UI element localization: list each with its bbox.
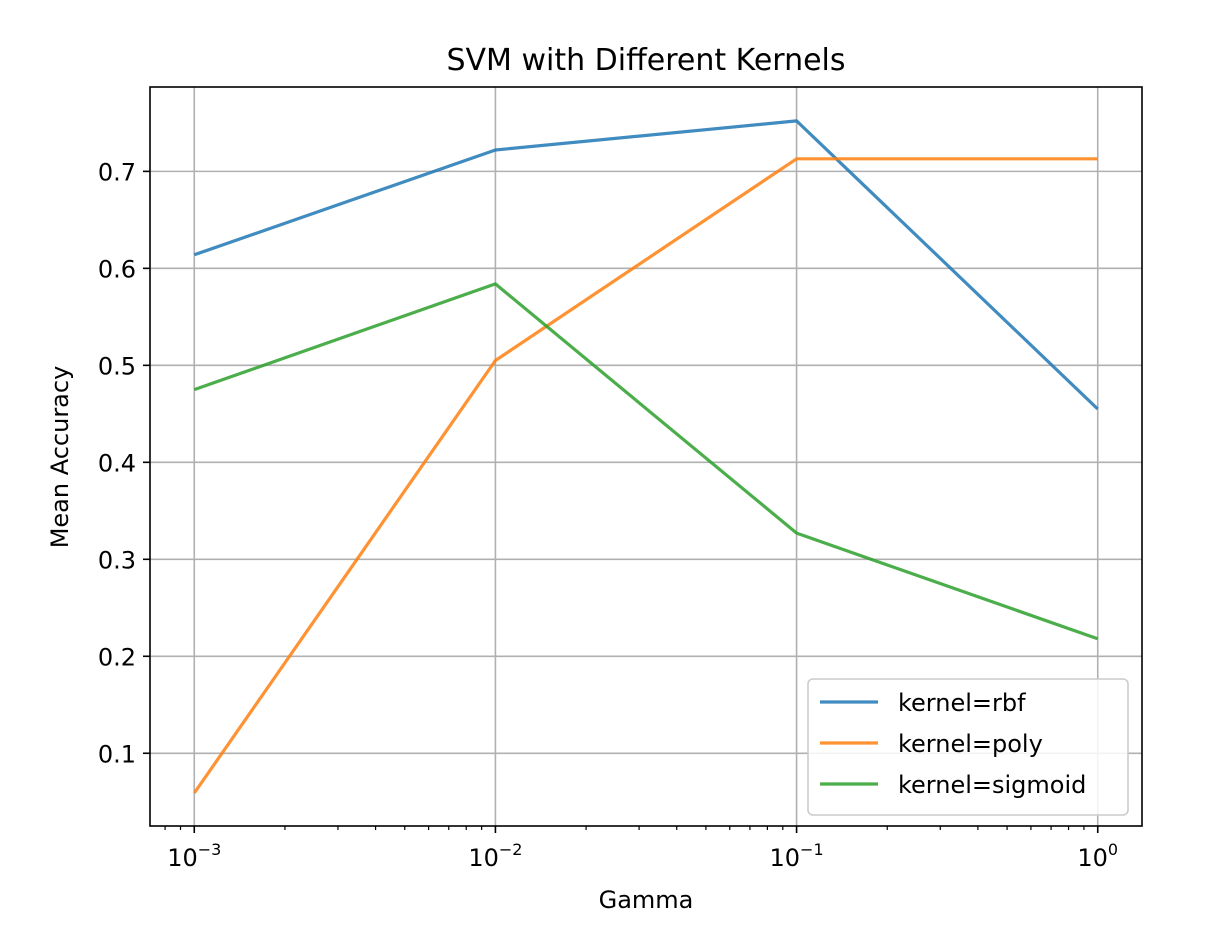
x-tick-label: 10−3 [167, 840, 221, 872]
legend-box [807, 678, 1129, 816]
axes-frame [149, 86, 1143, 827]
x-axis-ticks: 10−3 10−2 10−1 100 [164, 826, 1118, 872]
series-line-kernel-poly [192, 157, 1098, 794]
y-tick-label: 0.1 [98, 740, 136, 768]
y-tick-label: 0.3 [98, 546, 136, 574]
chart-title: SVM with Different Kernels [446, 43, 845, 78]
grid [150, 87, 1142, 826]
x-tick-label: 10−1 [770, 840, 824, 872]
y-axis-label: Mean Accuracy [46, 366, 74, 549]
legend-label: kernel=sigmoid [898, 771, 1086, 799]
y-tick-label: 0.7 [98, 158, 136, 186]
y-axis-ticks: 0.1 0.2 0.3 0.4 0.5 0.6 0.7 [98, 158, 150, 768]
x-axis-label: Gamma [599, 886, 694, 914]
legend: kernel=rbf kernel=poly kernel=sigmoid [807, 678, 1129, 816]
x-tick-label: 10−2 [468, 840, 522, 872]
series-group [192, 119, 1099, 794]
y-tick-label: 0.2 [98, 643, 136, 671]
x-tick-label: 100 [1077, 840, 1118, 872]
y-tick-label: 0.5 [98, 352, 136, 380]
legend-label: kernel=poly [898, 730, 1043, 758]
y-tick-label: 0.6 [98, 255, 136, 283]
legend-label: kernel=rbf [898, 689, 1026, 717]
y-tick-label: 0.4 [98, 449, 136, 477]
series-line-kernel-sigmoid [193, 282, 1099, 641]
series-line-kernel-rbf [193, 119, 1099, 411]
